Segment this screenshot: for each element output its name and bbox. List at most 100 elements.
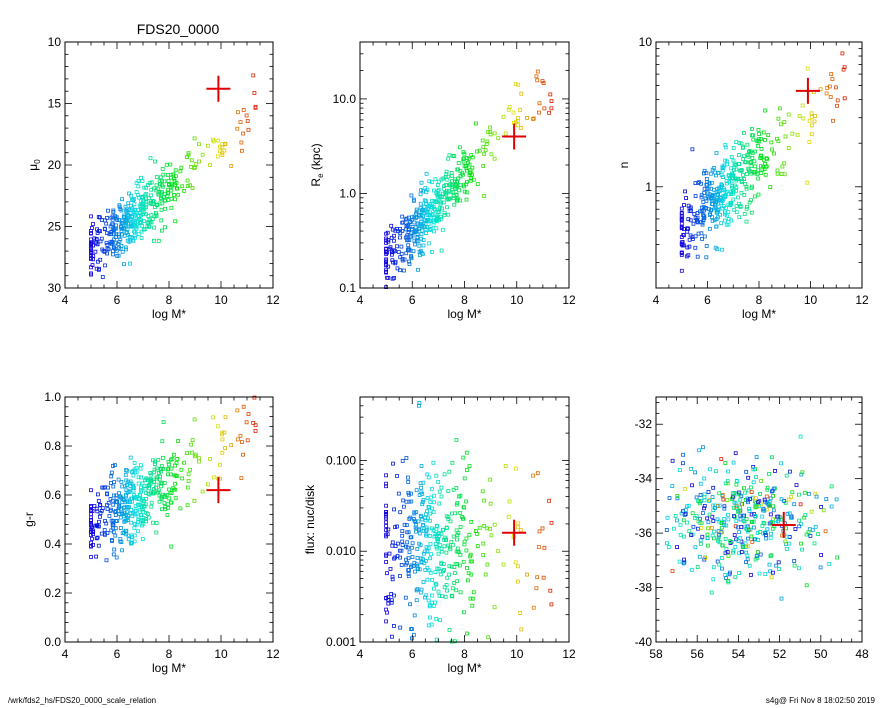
data-point: [758, 552, 763, 557]
data-point: [695, 215, 700, 220]
data-point: [757, 499, 762, 504]
data-point: [126, 214, 130, 219]
data-point: [465, 578, 470, 583]
data-point: [516, 116, 520, 120]
data-point: [695, 219, 699, 224]
data-point: [94, 506, 99, 511]
data-point: [144, 202, 149, 207]
data-point: [419, 560, 424, 565]
data-point: [408, 219, 413, 224]
data-point: [678, 532, 683, 537]
data-point: [751, 480, 756, 485]
data-point: [750, 540, 755, 544]
data-point: [208, 456, 212, 461]
data-point: [152, 462, 157, 466]
data-point: [404, 251, 409, 256]
data-point: [223, 446, 227, 451]
data-point: [492, 522, 497, 527]
data-point: [208, 162, 212, 167]
data-point: [119, 208, 124, 213]
data-point: [158, 469, 163, 474]
data-point: [189, 158, 194, 163]
data-point: [432, 586, 436, 591]
data-point: [389, 634, 394, 639]
data-point: [460, 172, 465, 177]
data-point: [131, 473, 136, 478]
data-point: [710, 495, 715, 500]
data-point: [444, 190, 449, 195]
data-point: [387, 551, 392, 556]
data-point: [146, 196, 151, 200]
data-point: [785, 547, 789, 551]
data-point: [398, 625, 403, 630]
data-point: [433, 207, 438, 212]
data-point: [134, 522, 139, 527]
data-point: [447, 572, 452, 577]
data-point: [516, 579, 520, 584]
data-point: [417, 213, 422, 218]
data-point: [698, 521, 703, 525]
data-point: [776, 560, 781, 565]
data-point: [486, 130, 491, 135]
data-point: [390, 540, 395, 545]
data-point: [454, 437, 459, 442]
data-point: [726, 512, 730, 517]
data-point: [744, 544, 749, 549]
data-point: [111, 463, 115, 468]
data-point: [111, 552, 116, 557]
data-point: [92, 504, 97, 509]
data-point: [119, 526, 123, 530]
data-point: [763, 137, 767, 142]
data-point: [104, 240, 109, 245]
data-point: [431, 500, 436, 505]
data-point: [797, 492, 801, 497]
x-tick-label: 12: [562, 647, 576, 661]
data-point: [835, 555, 840, 560]
data-point: [430, 198, 434, 203]
data-point: [489, 152, 494, 157]
data-point: [386, 275, 391, 280]
data-point: [692, 212, 697, 216]
data-point: [452, 154, 457, 159]
data-point: [178, 506, 183, 511]
data-point: [413, 525, 418, 530]
data-point: [139, 512, 143, 517]
data-point: [772, 151, 776, 156]
data-point: [738, 513, 743, 518]
data-point: [749, 210, 754, 215]
data-point: [675, 545, 679, 549]
data-point: [818, 87, 823, 92]
data-point: [462, 542, 467, 547]
data-point: [424, 533, 428, 538]
data-point: [442, 568, 447, 572]
data-point: [724, 547, 729, 551]
data-point: [518, 126, 523, 130]
data-point: [89, 240, 93, 245]
data-point: [442, 212, 447, 217]
data-point: [168, 472, 173, 477]
data-point: [700, 222, 705, 227]
data-point: [728, 539, 733, 543]
data-point: [670, 569, 675, 573]
data-point: [750, 127, 754, 131]
data-point: [446, 212, 451, 217]
data-point: [804, 532, 809, 537]
data-point: [518, 107, 523, 112]
data-point: [407, 259, 411, 264]
data-point: [175, 456, 180, 461]
data-point: [799, 541, 803, 546]
data-point: [742, 212, 747, 216]
data-point: [711, 485, 716, 490]
data-point: [412, 518, 417, 523]
data-point: [157, 190, 162, 195]
data-point: [464, 197, 469, 202]
data-point: [119, 479, 124, 484]
data-point: [468, 596, 473, 601]
data-point: [701, 511, 705, 515]
data-point: [159, 481, 164, 486]
data-point: [439, 206, 444, 211]
data-point: [150, 520, 155, 525]
data-point: [464, 548, 469, 553]
data-point: [122, 530, 126, 535]
data-point: [792, 502, 797, 507]
